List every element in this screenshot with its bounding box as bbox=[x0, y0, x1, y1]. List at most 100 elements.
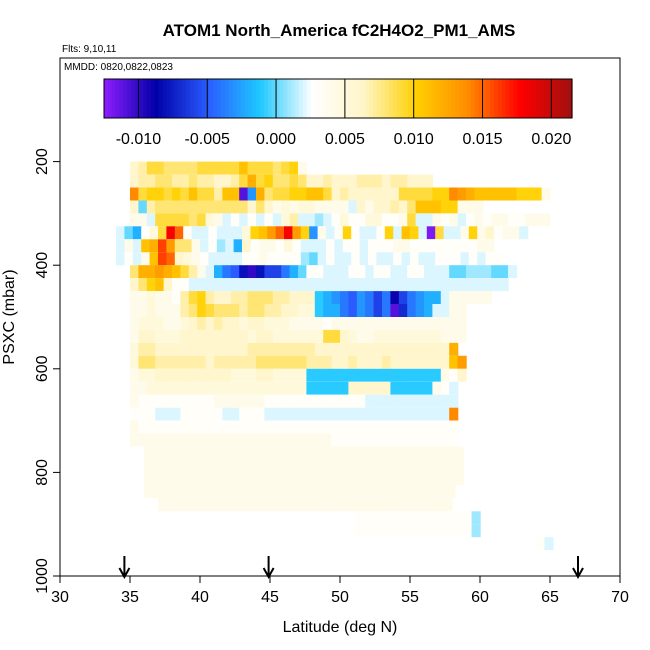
heatmap-cell bbox=[155, 278, 165, 292]
heatmap-cell bbox=[477, 239, 487, 253]
heatmap-cell bbox=[230, 329, 240, 343]
heatmap-cell bbox=[524, 213, 534, 227]
heatmap-cell bbox=[300, 252, 310, 266]
heatmap-cell bbox=[172, 420, 182, 434]
colorbar-swatch bbox=[260, 79, 265, 118]
heatmap-cell bbox=[202, 472, 212, 486]
heatmap-cell bbox=[373, 381, 383, 395]
x-tick-label: 30 bbox=[51, 589, 69, 606]
colorbar-swatch bbox=[388, 79, 394, 118]
heatmap-cell bbox=[398, 278, 408, 292]
heatmap-cell bbox=[272, 342, 282, 356]
colorbar-swatch bbox=[139, 79, 144, 118]
heatmap-cell bbox=[155, 317, 165, 330]
heatmap-cell bbox=[256, 355, 266, 369]
heatmap-cell bbox=[281, 342, 291, 356]
heatmap-cell bbox=[281, 174, 291, 188]
heatmap-cell bbox=[449, 213, 459, 227]
colorbar-swatch bbox=[209, 79, 214, 118]
heatmap-cell bbox=[214, 291, 224, 304]
heatmap-cell bbox=[421, 485, 431, 499]
heatmap-cell bbox=[331, 407, 341, 421]
heatmap-cell bbox=[407, 174, 417, 188]
heatmap-cell bbox=[202, 485, 212, 499]
heatmap-cell bbox=[415, 329, 425, 343]
colorbar-swatch bbox=[291, 79, 296, 118]
heatmap-cell bbox=[354, 446, 364, 460]
heatmap-cell bbox=[144, 446, 154, 460]
heatmap-cell bbox=[382, 355, 392, 369]
heatmap-cell bbox=[508, 265, 518, 279]
heatmap-cell bbox=[516, 187, 526, 201]
heatmap-cell bbox=[340, 200, 350, 214]
heatmap-cell bbox=[180, 329, 190, 343]
heatmap-cell bbox=[398, 394, 408, 408]
heatmap-cell bbox=[256, 394, 266, 408]
heatmap-cell bbox=[144, 472, 154, 486]
heatmap-cell bbox=[438, 446, 448, 460]
colorbar-swatch bbox=[104, 79, 109, 118]
heatmap-cell bbox=[169, 459, 179, 473]
heatmap-cell bbox=[242, 226, 252, 240]
heatmap-cell bbox=[407, 213, 417, 227]
heatmap-cell bbox=[435, 239, 445, 253]
heatmap-cell bbox=[440, 213, 450, 227]
heatmap-cell bbox=[398, 329, 408, 343]
heatmap-cell bbox=[205, 381, 215, 395]
heatmap-cell bbox=[284, 498, 294, 512]
heatmap-cell bbox=[225, 239, 235, 253]
heatmap-cell bbox=[440, 420, 450, 434]
heatmap-cell bbox=[116, 252, 126, 266]
heatmap-cell bbox=[410, 226, 420, 240]
heatmap-cell bbox=[382, 304, 392, 317]
heatmap-cell bbox=[267, 252, 277, 266]
heatmap-cell bbox=[320, 459, 330, 473]
heatmap-cell bbox=[272, 200, 282, 214]
heatmap-cell bbox=[412, 446, 422, 460]
heatmap-cell bbox=[261, 446, 271, 460]
colorbar-swatch bbox=[377, 79, 382, 118]
heatmap-cell bbox=[166, 226, 176, 240]
heatmap-cell bbox=[382, 187, 392, 201]
heatmap-cell bbox=[172, 381, 182, 395]
heatmap-cell bbox=[491, 278, 501, 292]
colorbar-swatch bbox=[443, 79, 448, 118]
heatmap-cell bbox=[247, 161, 257, 175]
heatmap-cell bbox=[160, 485, 170, 499]
heatmap-cell bbox=[440, 394, 450, 408]
heatmap-cell bbox=[432, 407, 442, 421]
heatmap-cell bbox=[205, 200, 215, 214]
heatmap-cell bbox=[152, 485, 162, 499]
heatmap-cell bbox=[396, 446, 406, 460]
heatmap-cell bbox=[432, 278, 442, 292]
y-tick-label: 1000 bbox=[34, 558, 51, 594]
heatmap-cell bbox=[323, 368, 333, 382]
heatmap-cell bbox=[359, 226, 369, 240]
heatmap-cell bbox=[390, 381, 400, 395]
heatmap-cell bbox=[258, 498, 268, 512]
heatmap-cell bbox=[415, 317, 425, 330]
heatmap-cell bbox=[390, 174, 400, 188]
heatmap-cell bbox=[188, 329, 198, 343]
heatmap-cell bbox=[163, 317, 173, 330]
heatmap-cell bbox=[331, 381, 341, 395]
heatmap-cell bbox=[477, 226, 487, 240]
heatmap-cell bbox=[365, 200, 375, 214]
heatmap-cell bbox=[197, 291, 207, 304]
heatmap-cell bbox=[188, 317, 198, 330]
heatmap-cell bbox=[415, 200, 425, 214]
x-tick-label: 45 bbox=[261, 589, 279, 606]
heatmap-cell bbox=[149, 226, 159, 240]
heatmap-cell bbox=[172, 368, 182, 382]
heatmap-cell bbox=[244, 485, 254, 499]
colorbar-swatch bbox=[154, 79, 160, 118]
heatmap-cell bbox=[443, 252, 453, 266]
heatmap-cell bbox=[312, 485, 322, 499]
heatmap-cell bbox=[348, 329, 358, 343]
heatmap-cell bbox=[219, 459, 229, 473]
heatmap-cell bbox=[398, 187, 408, 201]
heatmap-cell bbox=[197, 161, 207, 175]
heatmap-cell bbox=[138, 213, 148, 227]
heatmap-cell bbox=[368, 498, 378, 512]
heatmap-cell bbox=[256, 187, 266, 201]
